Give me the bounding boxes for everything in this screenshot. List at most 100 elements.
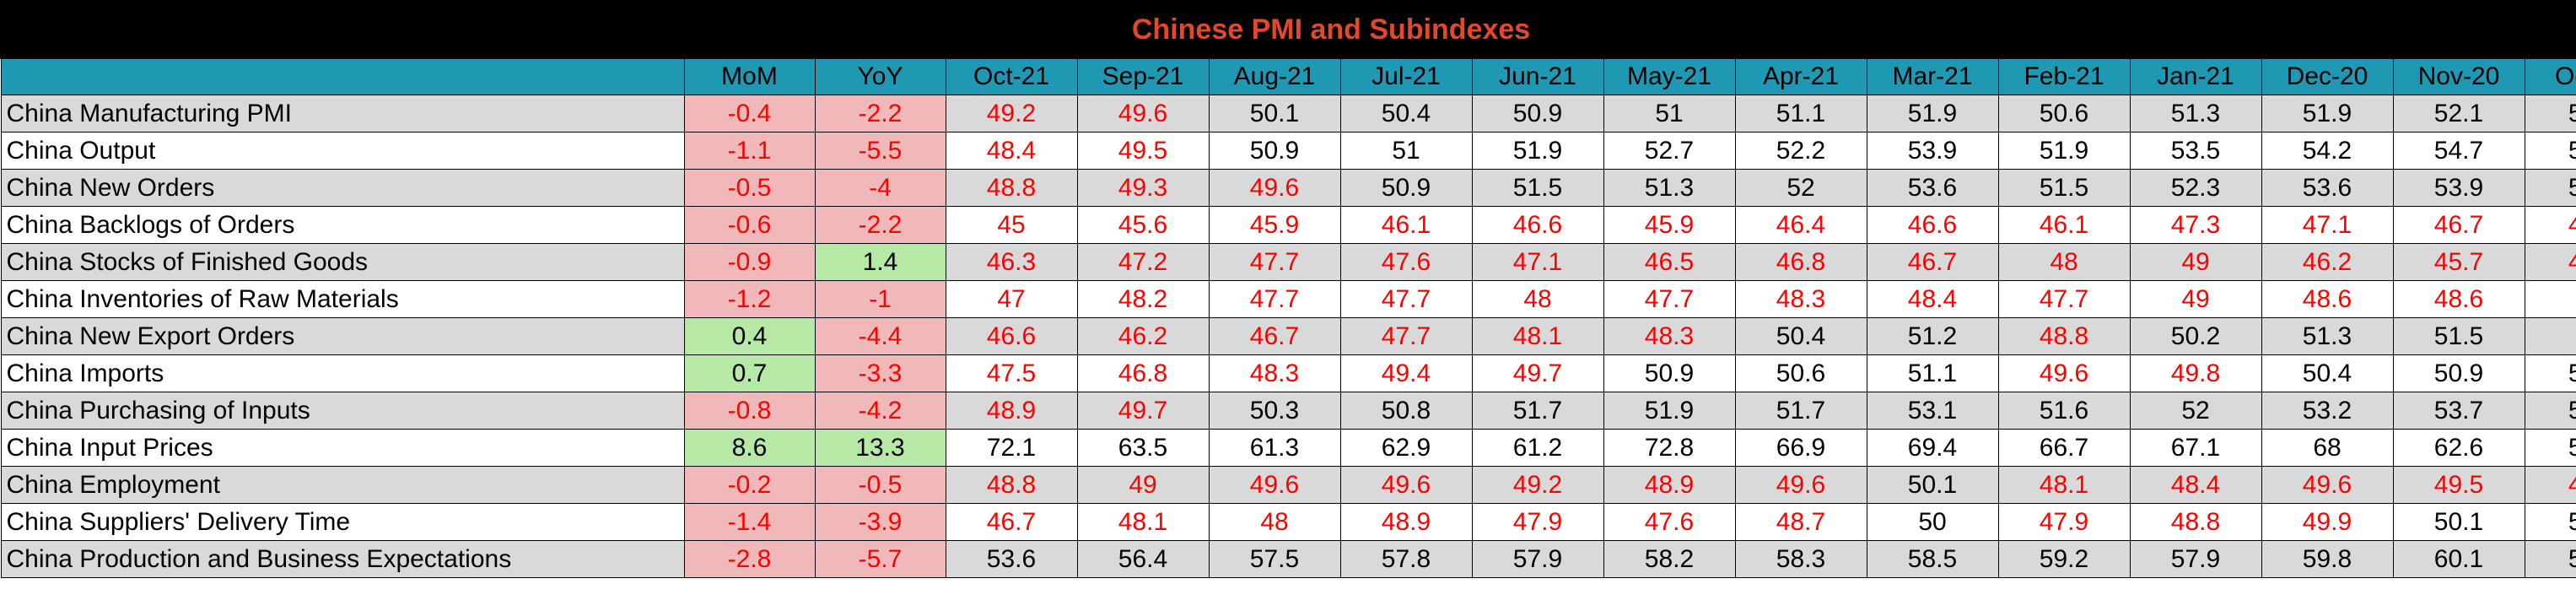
value-cell: 46.7: [1866, 243, 1999, 281]
value-cell: 57.9: [1471, 540, 1604, 578]
row-label: China Backlogs of Orders: [0, 206, 685, 244]
value-cell: 51.4: [2524, 95, 2576, 132]
value-cell: 46.6: [945, 317, 1078, 355]
column-header: Jul-21: [1339, 57, 1473, 95]
value-cell: 50.1: [2392, 503, 2525, 541]
value-cell: 46.4: [1734, 206, 1867, 244]
row-label: China Production and Business Expectatio…: [0, 540, 685, 578]
value-cell: 53.2: [2261, 392, 2394, 430]
value-cell: 49.2: [1471, 466, 1604, 504]
value-cell: 50.9: [1603, 354, 1736, 392]
value-cell: 48.8: [945, 169, 1078, 207]
value-cell: 51.6: [1997, 392, 2131, 430]
column-header: Sep-21: [1076, 57, 1210, 95]
value-cell: 47.7: [1339, 280, 1473, 318]
column-header: Oct-21: [945, 57, 1078, 95]
value-cell: 50.2: [2129, 317, 2262, 355]
value-cell: 49.3: [2524, 466, 2576, 504]
table-row: China Employment -0.2 -0.5 48.8 49 49.6 49.6 49…: [0, 466, 2576, 504]
value-cell: 57.5: [1208, 540, 1341, 578]
value-cell: 48: [2524, 280, 2576, 318]
value-cell: 51.1: [1734, 95, 1867, 132]
value-cell: 47.3: [2129, 206, 2262, 244]
header-label-cell: [0, 57, 685, 95]
value-cell: 46.2: [2261, 243, 2394, 281]
value-cell: 51.9: [1603, 392, 1736, 430]
value-cell: 62.9: [1339, 429, 1473, 467]
yoy-change-cell: -4.4: [814, 317, 946, 355]
value-cell: 56.4: [1076, 540, 1210, 578]
value-cell: 49.6: [1208, 169, 1341, 207]
column-header: Oct-20: [2524, 57, 2576, 95]
column-header: Nov-20: [2392, 57, 2525, 95]
value-cell: 52: [1734, 169, 1867, 207]
value-cell: 47.7: [1603, 280, 1736, 318]
value-cell: 51.3: [2129, 95, 2262, 132]
value-cell: 51.5: [1997, 169, 2131, 207]
value-cell: 49.6: [1734, 466, 1867, 504]
value-cell: 48.6: [2392, 280, 2525, 318]
mom-change-cell: -0.4: [683, 95, 816, 132]
value-cell: 49.8: [2129, 354, 2262, 392]
table-row: China Backlogs of Orders -0.6 -2.2 45 45.6 45…: [0, 206, 2576, 244]
table-title: Chinese PMI and Subindexes: [0, 0, 2576, 59]
value-cell: 60.1: [2392, 540, 2525, 578]
value-cell: 47.7: [1997, 280, 2131, 318]
value-cell: 58.2: [1603, 540, 1736, 578]
value-cell: 51: [2524, 317, 2576, 355]
table-row: China Input Prices 8.6 13.3 72.1 63.5 61.3 62.…: [0, 429, 2576, 467]
value-cell: 50.9: [2392, 354, 2525, 392]
row-label: China Employment: [0, 466, 685, 504]
column-header: Jan-21: [2129, 57, 2262, 95]
value-cell: 46.2: [1076, 317, 1210, 355]
value-cell: 53.9: [2392, 169, 2525, 207]
table-row: China Production and Business Expectatio…: [0, 540, 2576, 578]
table-row: China Suppliers' Delivery Time -1.4 -3.9 46…: [0, 503, 2576, 541]
yoy-change-cell: 13.3: [814, 429, 946, 467]
yoy-change-cell: -3.3: [814, 354, 946, 392]
value-cell: 61.2: [1471, 429, 1604, 467]
mom-change-cell: 0.4: [683, 317, 816, 355]
table-row: China Inventories of Raw Materials -1.2 -1…: [0, 280, 2576, 318]
mom-change-cell: -1.2: [683, 280, 816, 318]
value-cell: 47.9: [1997, 503, 2131, 541]
value-cell: 68: [2261, 429, 2394, 467]
value-cell: 48.8: [2129, 503, 2262, 541]
value-cell: 53.5: [2129, 132, 2262, 170]
value-cell: 48.8: [1997, 317, 2131, 355]
value-cell: 48.7: [1734, 503, 1867, 541]
value-cell: 51.7: [1734, 392, 1867, 430]
value-cell: 51.9: [1997, 132, 2131, 170]
column-header: Feb-21: [1997, 57, 2131, 95]
value-cell: 50.4: [1339, 95, 1473, 132]
value-cell: 47.6: [1603, 503, 1736, 541]
yoy-change-cell: -4: [814, 169, 946, 207]
value-cell: 48: [1471, 280, 1604, 318]
value-cell: 52.7: [1603, 132, 1736, 170]
yoy-change-cell: -1: [814, 280, 946, 318]
value-cell: 49.5: [1076, 132, 1210, 170]
value-cell: 53.1: [2524, 392, 2576, 430]
value-cell: 46.7: [1208, 317, 1341, 355]
value-cell: 50.9: [1339, 169, 1473, 207]
column-header: MoM: [683, 57, 816, 95]
column-header: Jun-21: [1471, 57, 1604, 95]
pmi-table: Chinese PMI and Subindexes MoM YoY Oct-21 S…: [0, 0, 2576, 578]
mom-change-cell: -0.2: [683, 466, 816, 504]
value-cell: 72.8: [1603, 429, 1736, 467]
value-cell: 52.8: [2524, 169, 2576, 207]
row-label: China Purchasing of Inputs: [0, 392, 685, 430]
value-cell: 51: [1603, 95, 1736, 132]
value-cell: 46.8: [1734, 243, 1867, 281]
value-cell: 47: [945, 280, 1078, 318]
column-header: May-21: [1603, 57, 1736, 95]
column-header: Mar-21: [1866, 57, 1999, 95]
table-row: China Purchasing of Inputs -0.8 -4.2 48.9 49…: [0, 392, 2576, 430]
value-cell: 49.9: [2261, 503, 2394, 541]
value-cell: 51.1: [1866, 354, 1999, 392]
value-cell: 48.1: [1997, 466, 2131, 504]
yoy-change-cell: -2.2: [814, 206, 946, 244]
value-cell: 48.6: [2261, 280, 2394, 318]
value-cell: 45.6: [1076, 206, 1210, 244]
